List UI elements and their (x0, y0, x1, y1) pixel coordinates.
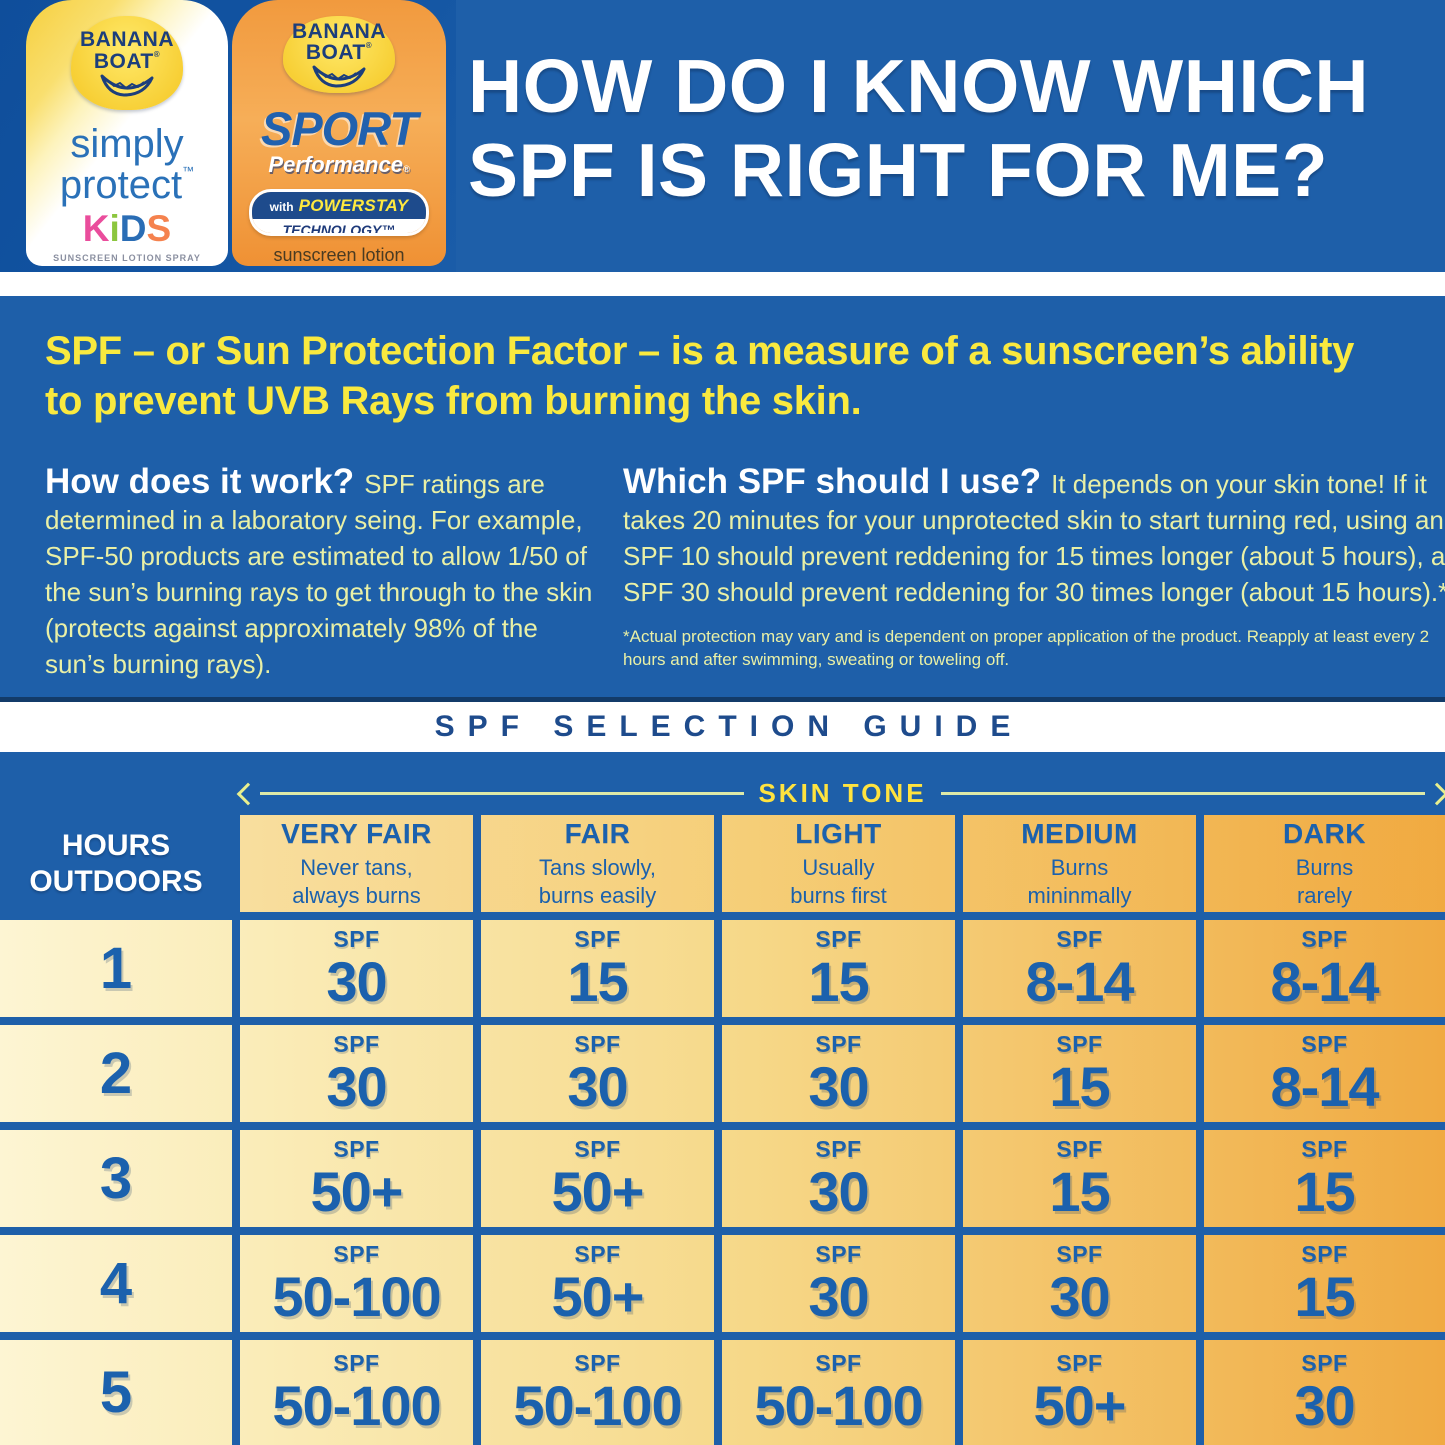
bottle-sport-performance: BANANA BOAT® SPORT Performance® with POWE… (232, 0, 446, 266)
spf-cell: SPF 8-14 (1204, 920, 1445, 1025)
spf-cell: SPF 15 (963, 1025, 1204, 1130)
spf-cell: SPF 30 (240, 1025, 481, 1130)
spf-cell: SPF 15 (722, 920, 963, 1025)
skin-tone-label: SKIN TONE (758, 778, 927, 808)
divider-line (0, 697, 1445, 702)
page-title-line1: HOW DO I KNOW WHICH (468, 44, 1370, 128)
powerstay-badge: with POWERSTAY TECHNOLOGY™ (249, 189, 429, 236)
banana-boat-logo: BANANA BOAT® (283, 16, 395, 94)
spf-cell: SPF 50-100 (481, 1340, 722, 1445)
page-title: HOW DO I KNOW WHICH SPF IS RIGHT FOR ME? (468, 44, 1428, 212)
brand-line2: BOAT® (93, 49, 161, 73)
spf-cell: SPF 30 (722, 1130, 963, 1235)
which-spf-column: Which SPF should I use? It depends on you… (623, 464, 1445, 682)
spf-cell: SPF 15 (1204, 1235, 1445, 1340)
spf-explanation-section: SPF – or Sun Protection Factor – is a me… (0, 296, 1445, 697)
spf-cell: SPF 30 (963, 1235, 1204, 1340)
badge-powerstay: POWERSTAY (298, 196, 409, 216)
badge-technology: TECHNOLOGY™ (252, 219, 426, 234)
hours-cell: 2 (0, 1025, 240, 1130)
spf-cell: SPF 15 (1204, 1130, 1445, 1235)
table-corner-hours-outdoors: HOURS OUTDOORS (0, 815, 240, 920)
spf-cell: SPF 30 (722, 1025, 963, 1130)
guide-title: SPF SELECTION GUIDE (434, 710, 1024, 743)
column-header-medium: MEDIUM Burns mininmally (963, 815, 1204, 920)
banana-boat-logo: BANANA BOAT® (71, 16, 183, 110)
column-header-light: LIGHT Usually burns first (722, 815, 963, 920)
spf-cell: SPF 15 (481, 920, 722, 1025)
spf-cell: SPF 50+ (481, 1130, 722, 1235)
product-name-simply-protect: simply protect™ (59, 122, 195, 207)
bottle2-subtext: sunscreen lotion (273, 245, 405, 265)
spf-definition: SPF – or Sun Protection Factor – is a me… (45, 329, 1355, 423)
spf-cell: SPF 8-14 (1204, 1025, 1445, 1130)
how-it-works-column: How does it work? SPF ratings are determi… (45, 464, 593, 682)
hours-cell: 4 (0, 1235, 240, 1340)
sport-wordmark: SPORT (260, 102, 418, 156)
spf-cell: SPF 8-14 (963, 920, 1204, 1025)
arrow-left-icon (236, 782, 260, 805)
brand-line1: BANANA (80, 28, 174, 52)
column-header-very-fair: VERY FAIR Never tans, always burns (240, 815, 481, 920)
which-spf-body: It depends on your skin tone! If it take… (623, 469, 1445, 607)
spf-cell: SPF 30 (722, 1235, 963, 1340)
footnote: *Actual protection may vary and is depen… (623, 627, 1430, 669)
brand-line1: BANANA (292, 19, 386, 43)
column-header-fair: FAIR Tans slowly, burns easily (481, 815, 722, 920)
badge-with: with (269, 200, 294, 215)
spf-cell: SPF 15 (963, 1130, 1204, 1235)
spf-cell: SPF 50+ (481, 1235, 722, 1340)
spf-cell: SPF 50+ (240, 1130, 481, 1235)
bottle-simply-protect-kids: BANANA BOAT® simply protect™ KiDS SUNSCR… (26, 0, 228, 266)
banana-icon (100, 74, 154, 97)
hours-cell: 5 (0, 1340, 240, 1445)
spf-cell: SPF 50+ (963, 1340, 1204, 1445)
bottle1-subtext: SUNSCREEN LOTION SPRAY (53, 252, 201, 263)
guide-title-band: SPF SELECTION GUIDE (0, 702, 1445, 752)
spf-selection-table-section: SKIN TONE HOURS OUTDOORS VERY FAIR Never… (0, 752, 1445, 1445)
spf-cell: SPF 50-100 (240, 1235, 481, 1340)
product-photo: BANANA BOAT® simply protect™ KiDS SUNSCR… (0, 0, 456, 272)
how-it-works-heading: How does it work? (45, 462, 355, 501)
spf-table: HOURS OUTDOORS VERY FAIR Never tans, alw… (0, 815, 1445, 1445)
spf-cell: SPF 30 (1294, 1349, 1355, 1437)
spf-cell: SPF 50-100 (722, 1340, 963, 1445)
brand-line2: BOAT® (305, 41, 373, 65)
page-title-line2: SPF IS RIGHT FOR ME? (468, 128, 1329, 212)
kids-wordmark: KiDS (82, 207, 172, 249)
arrow-right-icon (1425, 782, 1445, 805)
spf-cell: SPF 30 (481, 1025, 722, 1130)
divider-band (0, 272, 1445, 296)
spf-cell: SPF 30 (240, 920, 481, 1025)
column-header-dark: DARK Burns rarely (1204, 815, 1445, 920)
how-it-works-body: SPF ratings are determined in a laborato… (45, 469, 593, 679)
hours-cell: 3 (0, 1130, 240, 1235)
which-spf-heading: Which SPF should I use? (623, 462, 1042, 501)
spf-cell: SPF 50-100 (240, 1340, 481, 1445)
skin-tone-axis: SKIN TONE (236, 778, 1445, 809)
banana-icon (312, 65, 366, 88)
hours-cell: 1 (0, 920, 240, 1025)
performance-label: Performance® (268, 152, 410, 178)
